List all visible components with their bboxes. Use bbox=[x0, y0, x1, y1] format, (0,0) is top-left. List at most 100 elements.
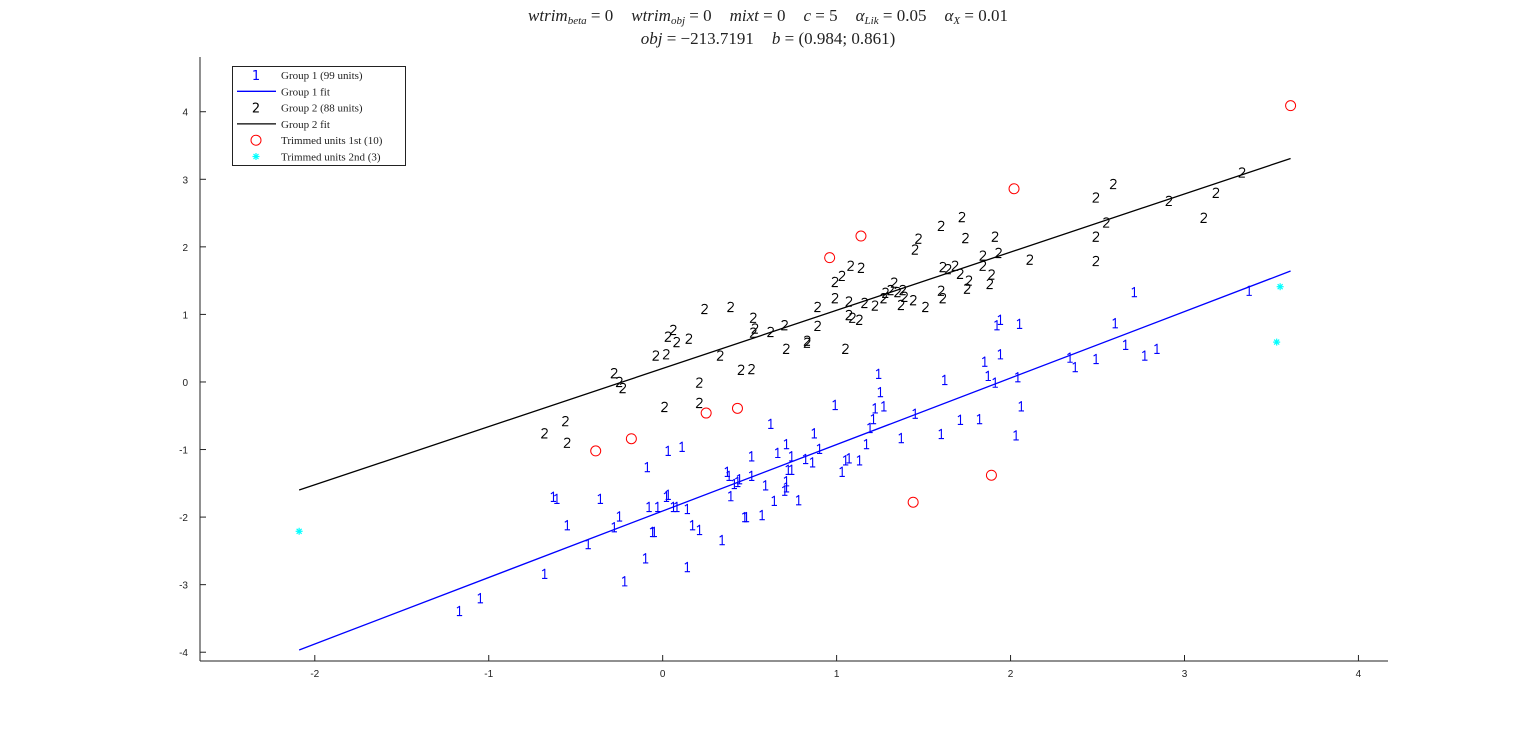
trimmed-1st-point bbox=[985, 469, 997, 481]
group1-point bbox=[985, 370, 991, 382]
group1-point bbox=[881, 401, 887, 412]
group2-point bbox=[901, 291, 908, 302]
x-tick-label: 3 bbox=[1182, 669, 1188, 680]
y-tick-label: 1 bbox=[182, 310, 188, 321]
group1-point bbox=[839, 466, 845, 477]
group2-point bbox=[921, 301, 929, 313]
title-line-1: wtrimbeta = 0 wtrimobj = 0 mixt = 0 c = 5 αL… bbox=[0, 4, 1536, 27]
y-tick-label: 0 bbox=[182, 378, 188, 389]
star-stroke bbox=[1273, 339, 1280, 346]
group1-point bbox=[976, 413, 983, 425]
group1-point bbox=[863, 438, 870, 450]
group1-point bbox=[771, 495, 777, 507]
group2-point bbox=[887, 284, 894, 296]
legend-item: Trimmed units 2nd (3) bbox=[252, 152, 381, 164]
group2-point bbox=[701, 303, 708, 315]
group1-point bbox=[856, 455, 863, 466]
group2-point bbox=[845, 296, 853, 307]
group1-point bbox=[1014, 371, 1021, 383]
group2-point bbox=[847, 260, 854, 271]
group1-point bbox=[1013, 430, 1019, 441]
group1-point bbox=[832, 399, 838, 411]
group1-point bbox=[654, 501, 661, 513]
group1-point bbox=[554, 493, 560, 505]
legend-marker-label: 1 bbox=[252, 69, 260, 84]
group2-point bbox=[890, 277, 898, 288]
trimmed-2nd-point bbox=[1273, 338, 1281, 346]
legend-label: Group 1 (99 units) bbox=[281, 70, 363, 82]
group1-point bbox=[846, 453, 852, 464]
group2-point bbox=[561, 415, 569, 427]
group1-point bbox=[456, 605, 463, 617]
group2-point bbox=[881, 287, 889, 298]
star-stroke bbox=[253, 153, 259, 160]
legend-item: 2 Group 2 (88 units) bbox=[252, 102, 363, 117]
title-line-1-term: c = 5 bbox=[803, 6, 838, 25]
title-line-1-term: wtrimobj = 0 bbox=[631, 6, 712, 27]
group2-point bbox=[848, 312, 856, 323]
group1-point bbox=[651, 526, 657, 538]
legend-circle-icon bbox=[250, 134, 262, 146]
group2-point bbox=[965, 275, 973, 286]
group2-point bbox=[897, 299, 905, 311]
group2-point bbox=[937, 220, 945, 232]
group1-point bbox=[811, 428, 818, 439]
y-tick-label: 3 bbox=[182, 175, 188, 186]
group1-point bbox=[541, 568, 548, 579]
group1-point bbox=[912, 408, 918, 419]
legend-box bbox=[232, 66, 406, 166]
legend-marker-label: 2 bbox=[252, 102, 260, 117]
group2-point bbox=[1026, 254, 1034, 265]
trimmed-1st-point bbox=[731, 402, 743, 414]
group2-point bbox=[915, 233, 922, 244]
legend-item: 1 Group 1 (99 units) bbox=[252, 69, 363, 84]
group2-point bbox=[937, 285, 945, 296]
trimmed-1st-point bbox=[625, 433, 637, 445]
group2-point bbox=[995, 247, 1002, 259]
group1-point bbox=[774, 447, 781, 459]
group2-point bbox=[615, 376, 623, 388]
y-tick-label: 2 bbox=[182, 243, 188, 254]
group1-point bbox=[743, 511, 750, 523]
group1-point bbox=[1016, 318, 1023, 330]
group1-point bbox=[1141, 350, 1148, 361]
group2-point bbox=[748, 363, 755, 375]
group1-point bbox=[665, 445, 671, 457]
group1-point bbox=[768, 418, 774, 430]
group2-point bbox=[961, 232, 969, 244]
group2-point bbox=[814, 301, 821, 313]
group1-point bbox=[727, 490, 734, 502]
group1-point bbox=[477, 592, 484, 604]
group2-point bbox=[899, 284, 907, 296]
group2-point bbox=[662, 349, 670, 360]
group2-point bbox=[1165, 195, 1173, 207]
title-line-2-term: obj = −213.7191 bbox=[640, 29, 754, 48]
group1-point bbox=[867, 422, 873, 434]
group1-point bbox=[564, 519, 571, 531]
group2-point bbox=[610, 368, 618, 379]
trimmed-1st-point bbox=[1008, 183, 1020, 195]
legend-label: Group 2 (88 units) bbox=[281, 103, 363, 115]
group1-point bbox=[783, 438, 790, 450]
group1-point bbox=[719, 534, 725, 546]
star-stroke bbox=[1277, 283, 1284, 290]
legend-label: Group 1 fit bbox=[281, 86, 330, 98]
group1-point bbox=[788, 451, 795, 462]
group1-point bbox=[684, 561, 691, 573]
group1-point bbox=[809, 457, 816, 468]
group1-point bbox=[684, 503, 691, 515]
x-tick-label: -2 bbox=[310, 669, 319, 680]
group1-point bbox=[1154, 343, 1160, 355]
trimmed-1st-point bbox=[590, 445, 602, 457]
trimmed-2nd-point bbox=[1276, 283, 1284, 291]
group1-point bbox=[748, 470, 755, 482]
y-tick-label: -2 bbox=[179, 513, 188, 524]
group1-point bbox=[870, 413, 877, 425]
group1-point bbox=[621, 576, 628, 587]
group2-point bbox=[831, 276, 839, 288]
group1-point bbox=[788, 464, 795, 475]
group1-point bbox=[941, 374, 948, 386]
legend-item: Group 2 fit bbox=[237, 119, 330, 131]
group2-point bbox=[661, 401, 668, 413]
